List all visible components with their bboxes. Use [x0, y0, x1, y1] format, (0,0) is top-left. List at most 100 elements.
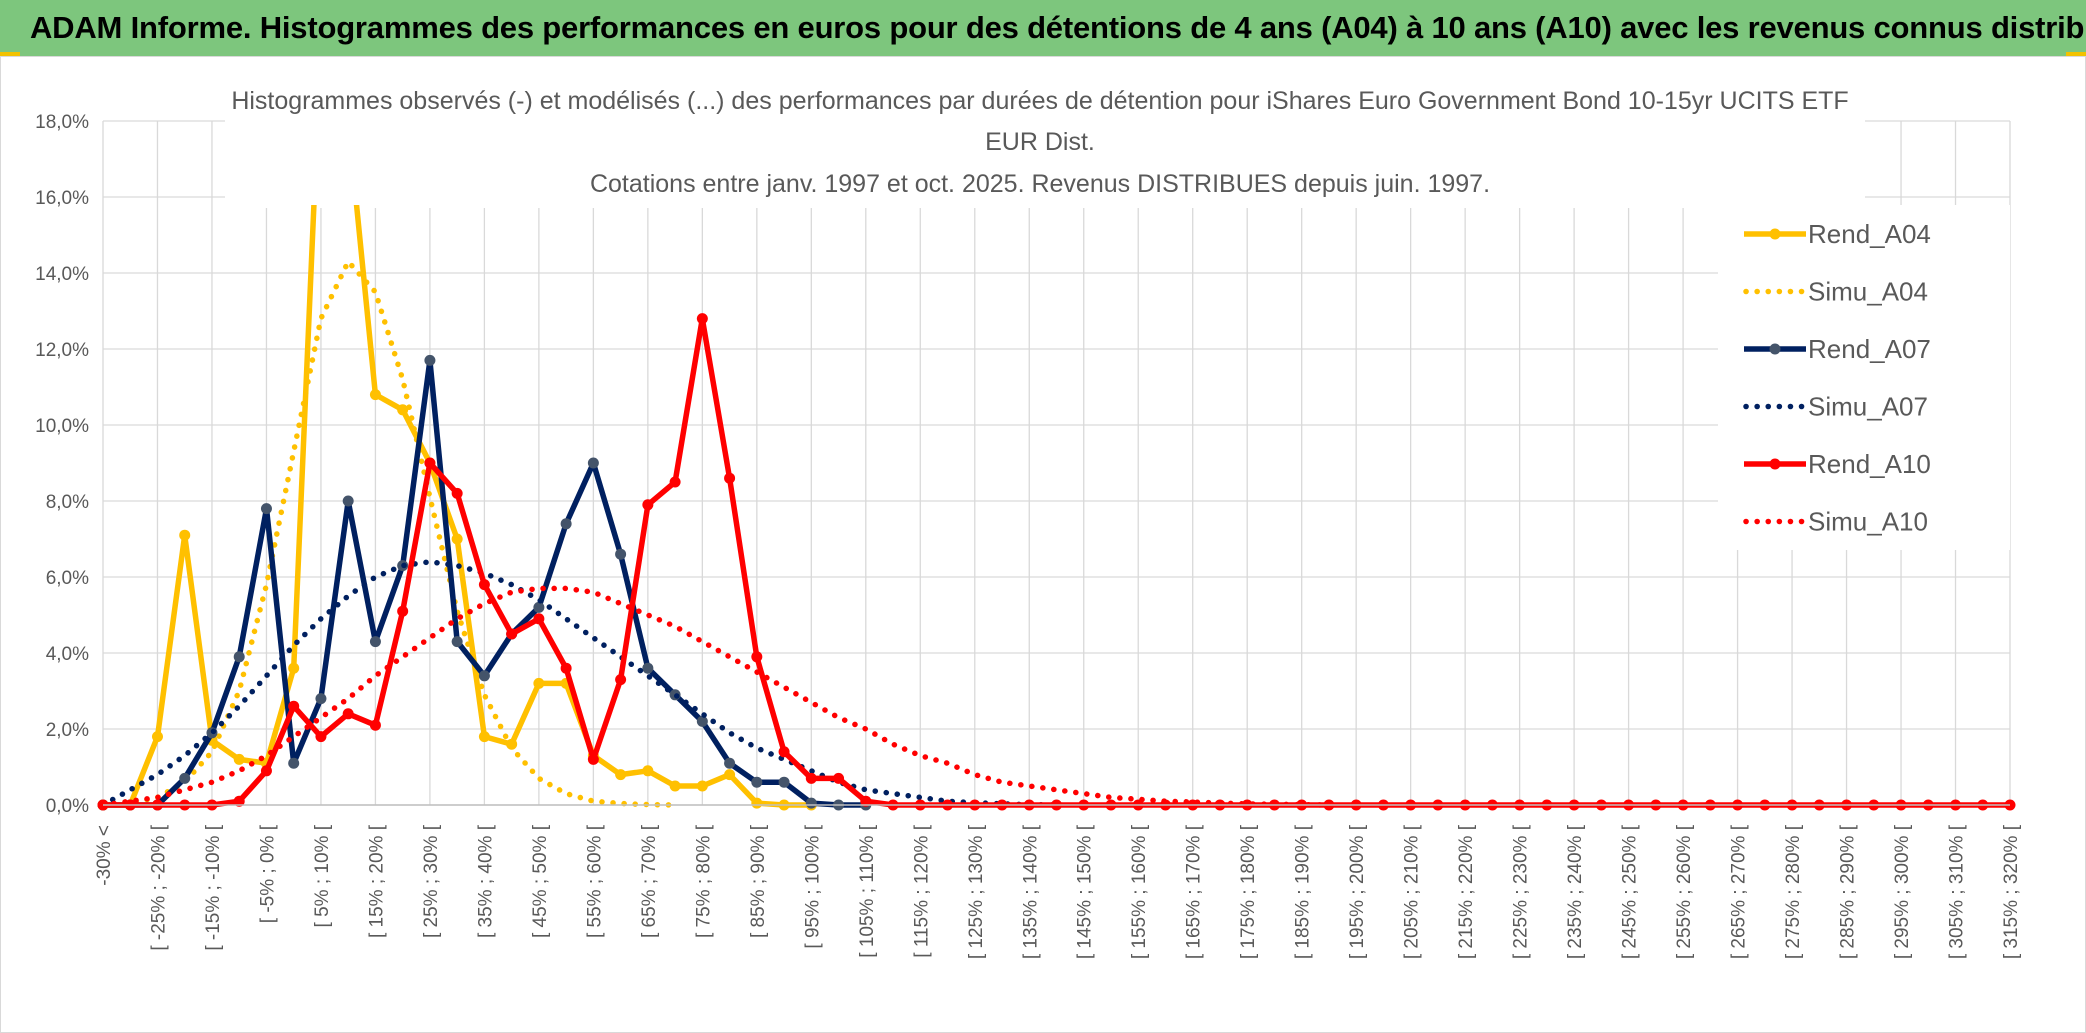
- series-line: [100, 585, 1332, 808]
- data-point: [751, 797, 763, 809]
- data-point: [533, 677, 545, 689]
- x-tick-label: -30% <: [94, 825, 115, 886]
- data-point: [724, 472, 736, 484]
- series-simu_a07: [100, 559, 1060, 808]
- x-tick-label: [ 305% ; 310% [: [1947, 824, 1968, 959]
- y-tick-label: 8,0%: [46, 492, 89, 513]
- x-tick-label: [ 255% ; 260% [: [1674, 824, 1695, 959]
- series-line: [100, 256, 678, 808]
- legend-label: Rend_A10: [1808, 449, 1931, 479]
- y-tick-label: 12,0%: [35, 340, 89, 361]
- data-point: [724, 757, 736, 769]
- data-point: [233, 651, 245, 663]
- data-point: [642, 765, 654, 777]
- data-point: [560, 662, 572, 674]
- y-tick-label: 4,0%: [46, 644, 89, 665]
- legend[interactable]: Rend_A04 Simu_A04 Rend_A07 Simu_A07 Rend_A10…: [1718, 205, 2010, 550]
- data-point: [260, 765, 272, 777]
- chart-title: Histogrammes observés (-) et modélisés (…: [225, 78, 1865, 208]
- data-point: [397, 605, 409, 617]
- data-point: [696, 313, 708, 325]
- data-point: [751, 776, 763, 788]
- data-point: [478, 670, 490, 682]
- data-point: [642, 662, 654, 674]
- banner-corner-left: [0, 52, 20, 56]
- x-tick-label: [ -5% ; 0% [: [257, 824, 278, 923]
- x-tick-label: [ 315% ; 320% [: [2001, 824, 2022, 959]
- data-point: [615, 769, 627, 781]
- legend-label: Simu_A10: [1808, 507, 1928, 537]
- data-point: [587, 457, 599, 469]
- x-tick-label: [ 245% ; 250% [: [1620, 824, 1641, 959]
- data-point: [315, 693, 327, 705]
- data-point: [778, 746, 790, 758]
- y-tick-label: 10,0%: [35, 416, 89, 437]
- x-tick-label: [ 285% ; 290% [: [1838, 824, 1859, 959]
- x-tick-label: [ 25% ; 30% [: [421, 824, 442, 938]
- x-tick-label: [ 185% ; 190% [: [1293, 824, 1314, 959]
- data-point: [233, 753, 245, 765]
- legend-marker: [1769, 458, 1781, 470]
- data-point: [533, 613, 545, 625]
- y-tick-label: 6,0%: [46, 568, 89, 589]
- data-point: [288, 757, 300, 769]
- data-point: [506, 628, 518, 640]
- data-point: [179, 529, 191, 541]
- chart-title-line: Cotations entre janv. 1997 et oct. 2025.…: [590, 170, 1490, 198]
- x-tick-label: [ 145% ; 150% [: [1075, 824, 1096, 959]
- x-tick-label: [ 5% ; 10% [: [312, 824, 333, 927]
- data-point: [615, 674, 627, 686]
- data-point: [424, 354, 436, 366]
- x-tick-label: [ -25% ; -20% [: [148, 824, 169, 950]
- x-tick-label: [ 15% ; 20% [: [366, 824, 387, 938]
- x-tick-label: [ 195% ; 200% [: [1347, 824, 1368, 959]
- chart-title-line: EUR Dist.: [985, 128, 1095, 156]
- data-point: [696, 715, 708, 727]
- data-point: [587, 753, 599, 765]
- legend-label: Rend_A07: [1808, 334, 1931, 364]
- series-simu_a10: [100, 585, 1332, 808]
- y-tick-label: 16,0%: [35, 188, 89, 209]
- data-point: [369, 719, 381, 731]
- data-point: [451, 487, 463, 499]
- data-point: [342, 495, 354, 507]
- legend-entry-simu_a07[interactable]: Simu_A07: [1743, 392, 1928, 422]
- x-tick-label: [ 55% ; 60% [: [584, 824, 605, 938]
- x-tick-label: [ 155% ; 160% [: [1129, 824, 1150, 959]
- legend-backdrop: [1718, 205, 2010, 550]
- data-point: [451, 636, 463, 648]
- y-tick-label: 18,0%: [35, 112, 89, 133]
- data-point: [397, 404, 409, 416]
- legend-label: Rend_A04: [1808, 219, 1931, 249]
- data-point: [642, 499, 654, 511]
- data-point: [288, 700, 300, 712]
- data-point: [315, 40, 326, 51]
- data-point: [696, 780, 708, 792]
- x-tick-label: [ 105% ; 110% [: [857, 824, 878, 957]
- data-point: [424, 457, 436, 469]
- legend-entry-rend_a07[interactable]: Rend_A07: [1744, 334, 1931, 364]
- report-banner: ADAM Informe. Histogrammes des performan…: [0, 0, 2086, 56]
- x-tick-label: [ 225% ; 230% [: [1511, 824, 1532, 959]
- y-tick-label: 0,0%: [46, 796, 89, 817]
- legend-entry-rend_a04[interactable]: Rend_A04: [1744, 219, 1931, 249]
- data-point: [860, 795, 872, 807]
- x-tick-label: [ 175% ; 180% [: [1238, 824, 1259, 959]
- x-tick-label: [ 215% ; 220% [: [1456, 824, 1477, 959]
- data-point: [478, 579, 490, 591]
- title-backdrop: [225, 78, 1865, 208]
- data-point: [805, 797, 817, 809]
- data-point: [560, 518, 572, 530]
- legend-label: Simu_A07: [1808, 392, 1928, 422]
- x-tick-label: [ 295% ; 300% [: [1892, 824, 1913, 959]
- x-tick-label: [ 125% ; 130% [: [966, 824, 987, 959]
- data-point: [315, 731, 327, 743]
- legend-entry-simu_a10[interactable]: Simu_A10: [1743, 507, 1928, 537]
- legend-entry-rend_a10[interactable]: Rend_A10: [1744, 449, 1931, 479]
- data-point: [369, 636, 381, 648]
- y-tick-label: 14,0%: [35, 264, 89, 285]
- x-tick-label: [ 235% ; 240% [: [1565, 824, 1586, 959]
- legend-entry-simu_a04[interactable]: Simu_A04: [1743, 277, 1928, 307]
- x-tick-label: [ 205% ; 210% [: [1402, 824, 1423, 959]
